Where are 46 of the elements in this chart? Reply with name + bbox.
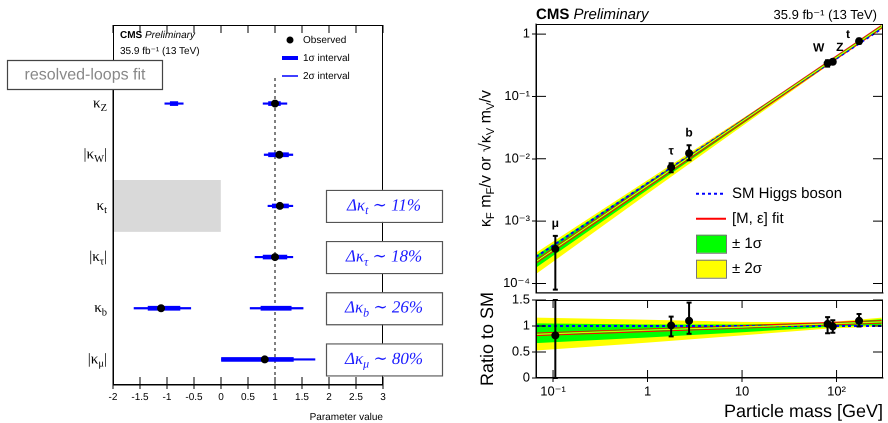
- y-tick-label: 0: [522, 370, 530, 385]
- x-tick-label: -0.5: [185, 392, 204, 403]
- y-tick-label: 10⁻³: [504, 212, 531, 228]
- x-tick-label: 2.5: [349, 392, 364, 403]
- annotation: b: [685, 126, 693, 140]
- y-tick-label: 1: [522, 318, 530, 333]
- annotation: resolved-loops fit: [24, 66, 146, 84]
- x-axis-title: Parameter value: [310, 412, 384, 423]
- x-tick-label: 10⁻¹: [540, 383, 567, 398]
- legend-label: Observed: [303, 34, 346, 46]
- y-tick-label: 1: [522, 26, 530, 41]
- legend-label: 1σ interval: [303, 52, 350, 64]
- x-tick-label: 3: [380, 392, 386, 403]
- x-tick-label: 10²: [827, 383, 847, 398]
- legend-label: SM Higgs boson: [732, 184, 842, 202]
- x-tick-label: 1.5: [295, 392, 310, 403]
- annotation: W: [812, 40, 825, 55]
- x-tick-label: 0.5: [241, 392, 256, 403]
- y-tick-label: 1.5: [512, 292, 530, 307]
- annotation: μ: [552, 216, 559, 230]
- legend-label: 2σ interval: [303, 70, 350, 82]
- x-tick-label: 0: [218, 392, 224, 403]
- text: CMS Preliminary: [536, 6, 650, 23]
- legend-label: [M, ε] fit: [732, 210, 785, 227]
- x-tick-label: -1.5: [131, 392, 150, 403]
- text: 35.9 fb⁻¹ (13 TeV): [774, 7, 877, 22]
- text: CMS Preliminary: [120, 30, 196, 41]
- legend-label: ± 2σ: [732, 260, 763, 277]
- y-tick-label: 10⁻²: [504, 150, 531, 166]
- x-tick-label: -1: [162, 392, 172, 403]
- x-tick-label: 1: [644, 383, 652, 398]
- x-tick-label: 1: [272, 392, 278, 403]
- y-tick-label: 0.5: [512, 344, 530, 359]
- annotation: Z: [836, 40, 844, 54]
- text: 35.9 fb⁻¹ (13 TeV): [120, 46, 200, 57]
- x-tick-label: -2: [108, 392, 118, 403]
- y-axis-title: Ratio to SM: [476, 292, 497, 386]
- annotation: τ: [668, 144, 674, 158]
- legend-label: ± 1σ: [732, 234, 763, 252]
- annotation: t: [846, 27, 850, 42]
- x-tick-label: 2: [326, 392, 332, 403]
- x-tick-label: 10: [734, 383, 750, 398]
- x-axis-title: Particle mass [GeV]: [724, 401, 883, 422]
- y-tick-label: 10⁻⁴: [503, 275, 530, 290]
- text: κF mF/v or √κV mV/v: [477, 90, 497, 228]
- y-tick-label: 10⁻¹: [504, 88, 531, 104]
